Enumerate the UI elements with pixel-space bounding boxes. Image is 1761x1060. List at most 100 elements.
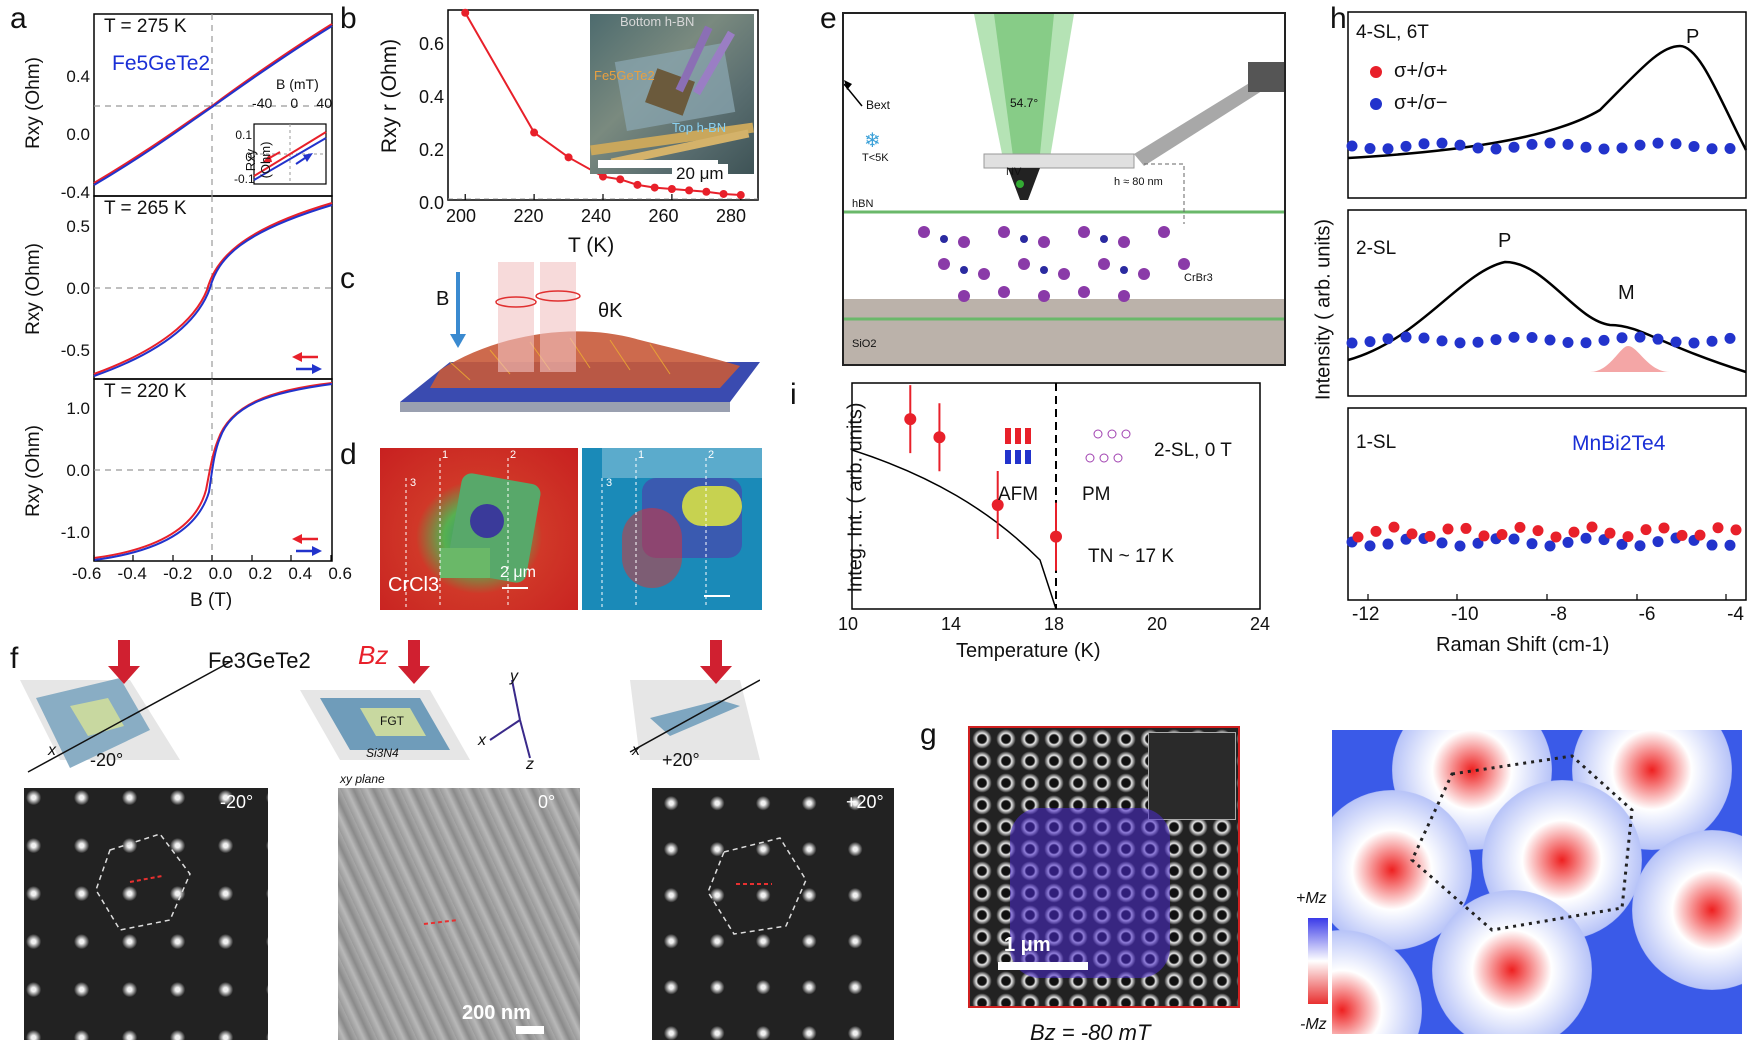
- panel-h-material: MnBi2Te4: [1572, 432, 1666, 455]
- panel-h-xticks: -12 -10 -8 -6 -4: [1352, 604, 1744, 625]
- panel-h-dot-blue: [1526, 138, 1538, 150]
- panel-h-dot-red: [1388, 521, 1400, 533]
- panel-h-dot-blue: [1490, 334, 1502, 346]
- panel-e-label-angle: 54.7°: [1010, 96, 1039, 110]
- panel-e-label-crbr3: CrBr3: [1184, 272, 1213, 284]
- panel-h-dot-blue: [1526, 331, 1538, 343]
- panel-f-axis-x-left: x: [48, 742, 56, 759]
- panel-f-angle-mid: 0°: [538, 792, 556, 812]
- panel-h-dot-red: [1694, 529, 1706, 541]
- panel-h-dot-red: [1622, 531, 1634, 543]
- panel-b-data-point: [736, 191, 745, 200]
- panel-label-i: i: [790, 378, 797, 411]
- panel-i-chart: [851, 382, 1261, 610]
- panel-b-inset-label-top: Top h-BN: [672, 120, 727, 135]
- panel-d-marker-3-left: 3: [410, 477, 417, 489]
- panel-d-marker-2-left: 2: [510, 449, 517, 461]
- panel-h-dot-blue: [1472, 537, 1484, 549]
- panel-h-dot-blue: [1580, 532, 1592, 544]
- panel-h-top-frame: [1347, 11, 1747, 199]
- panel-a-xticks: -0.6 -0.4 -0.2 0.0 0.2 0.4 0.6: [72, 564, 352, 583]
- panel-h-sub-2: 2-SL: [1356, 238, 1397, 259]
- panel-h-dot-blue: [1472, 142, 1484, 154]
- panel-b-xticks: 200 220 240 260 280: [446, 206, 746, 226]
- panel-h-dot-blue: [1670, 138, 1682, 150]
- panel-b-data-point: [461, 8, 470, 17]
- panel-h-dot-blue: [1364, 540, 1376, 552]
- panel-f-material: Fe3GeTe2: [208, 648, 311, 673]
- panel-h-dot-red: [1550, 531, 1562, 543]
- panel-c-field: B: [436, 288, 450, 310]
- panel-g-simulation-map: [1332, 730, 1742, 1034]
- panel-h-xlabel: Raman Shift (cm-1): [1436, 634, 1610, 656]
- panel-f-label-fgt: FGT: [380, 714, 404, 728]
- panel-i-phase-pm: PM: [1082, 484, 1111, 505]
- panel-f-overlays: [95, 833, 807, 1034]
- panel-b-data-point: [616, 175, 625, 184]
- panel-c-schematic: [400, 262, 760, 412]
- panel-b-yticks: 0.6 0.4 0.2 0.0: [418, 34, 444, 213]
- panel-g-scale: 1 μm: [1004, 934, 1051, 956]
- panel-h-dot-blue: [1724, 332, 1736, 344]
- panel-h-dot-blue: [1634, 139, 1646, 151]
- panel-a-yticks-top: 0.4 0.0 -0.4: [60, 67, 90, 202]
- panel-i-condition: 2-SL, 0 T: [1154, 440, 1232, 461]
- panel-h-dot-blue: [1508, 533, 1520, 545]
- panel-g-lorentz-image: [968, 726, 1240, 1008]
- panel-h-dot-blue: [1706, 143, 1718, 155]
- panel-i-data-point: [991, 499, 1004, 512]
- panel-d-markers: [405, 458, 730, 608]
- panel-d-marker-1-right: 1: [638, 449, 645, 461]
- panel-h-dot-blue: [1400, 331, 1412, 343]
- panel-h-bot-frame: [1347, 407, 1747, 601]
- panel-h-dot-red: [1712, 522, 1724, 534]
- panel-f-angle-left: -20°: [220, 792, 254, 812]
- panel-f-lorentz-image-left: [24, 788, 268, 1040]
- panel-h-dot-blue: [1724, 143, 1736, 155]
- snowflake-icon: ❄: [864, 130, 881, 152]
- panel-h-dot-blue: [1634, 540, 1646, 552]
- panel-i-data-point: [933, 431, 946, 444]
- panel-h-dot-blue: [1688, 337, 1700, 349]
- panel-h-dot-red: [1568, 526, 1580, 538]
- panel-h-dot-blue: [1652, 333, 1664, 345]
- panel-f-lorentz-image-right: [652, 788, 894, 1040]
- panel-f-schem-angle-left: -20°: [90, 750, 124, 770]
- panel-a-temp-3: T = 220 K: [104, 381, 187, 402]
- panel-h-dot-red: [1370, 525, 1382, 537]
- panel-h-dot-blue: [1544, 540, 1556, 552]
- panel-h-legend-red: σ+/σ+: [1394, 60, 1448, 82]
- panel-g-colorbar: [1308, 918, 1328, 1004]
- panel-h-dot-blue: [1652, 536, 1664, 548]
- panel-label-h: h: [1330, 2, 1347, 35]
- panel-g-field: Bz = -80 mT: [1030, 1020, 1151, 1045]
- panel-b-chart: [447, 8, 759, 201]
- panel-d-marker-3-right: 3: [606, 477, 613, 489]
- panel-f-angle-right: +20°: [846, 792, 884, 812]
- panel-b-data-point: [564, 153, 573, 162]
- panel-a-material: Fe5GeTe2: [112, 52, 211, 75]
- panel-d-left-image: [380, 448, 578, 610]
- panel-h-dot-blue: [1472, 336, 1484, 348]
- panel-h-dot-red: [1478, 530, 1490, 542]
- panel-h-dot-blue: [1544, 334, 1556, 346]
- panel-h-ylabel: Intensity ( arb. units): [1312, 218, 1335, 401]
- panel-h-dot-blue: [1418, 332, 1430, 344]
- panel-h-dot-red: [1640, 524, 1652, 536]
- panel-e-label-temp: T<5K: [862, 152, 889, 164]
- panel-h-legend-blue-marker: [1370, 98, 1382, 110]
- panel-a-temp-2: T = 265 K: [104, 198, 187, 219]
- panel-i-data-point: [904, 413, 917, 426]
- panel-g-colorbar-max: +Mz: [1296, 890, 1327, 907]
- panel-d-right-image: [582, 448, 762, 610]
- panel-label-b: b: [340, 2, 357, 35]
- panel-label-e: e: [820, 2, 837, 35]
- panel-a-inset-yticks: 0.1 0 -0.1: [234, 128, 255, 186]
- panel-h-sub-1: 4-SL, 6T: [1356, 22, 1429, 43]
- panel-c-angle: θK: [598, 300, 623, 322]
- panel-h-dot-red: [1532, 525, 1544, 537]
- panel-e-label-sio2: SiO2: [852, 338, 877, 350]
- panel-h-mid-frame: [1347, 209, 1747, 397]
- panel-f-label-si3n4: Si3N4: [366, 746, 399, 760]
- panel-a-inset-xticks: -40 0 40: [252, 95, 332, 111]
